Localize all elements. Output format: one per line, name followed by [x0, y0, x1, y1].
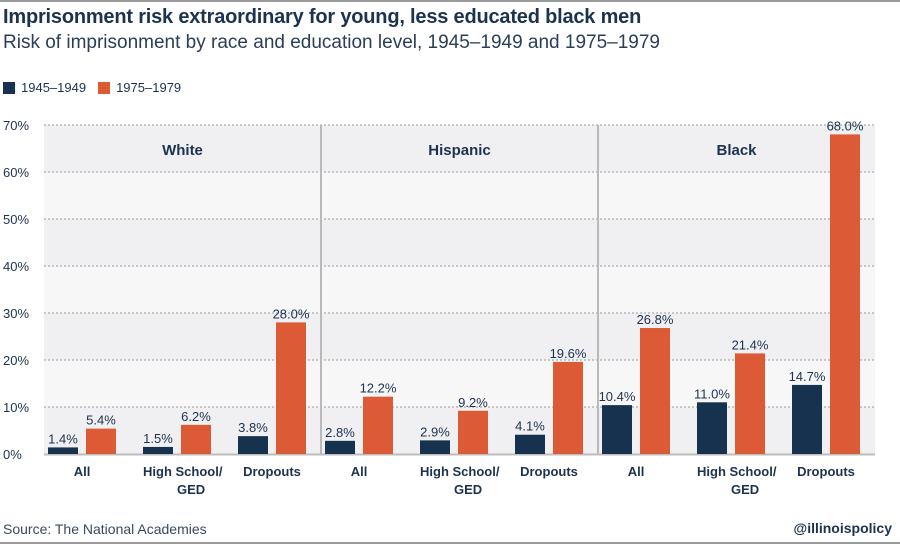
y-tick-label: 70%: [3, 118, 29, 133]
data-label: 3.8%: [238, 420, 268, 435]
plot-band: [44, 219, 875, 266]
y-tick-label: 0%: [3, 447, 22, 462]
plot-band: [44, 172, 875, 219]
bar-black-2-1975: [830, 134, 860, 454]
y-tick-label: 40%: [3, 259, 29, 274]
data-label: 2.8%: [325, 425, 355, 440]
source-note: Source: The National Academies: [3, 521, 207, 537]
legend: 1945–1949 1975–1979: [3, 80, 193, 95]
data-label: 6.2%: [181, 409, 211, 424]
bar-white-1-1945: [143, 446, 173, 454]
y-tick-label: 60%: [3, 165, 29, 180]
data-label: 14.7%: [789, 369, 826, 384]
bar-white-0-1945: [48, 447, 78, 454]
bar-black-0-1975: [640, 328, 670, 454]
bar-hispanic-1-1975: [458, 410, 488, 454]
bar-white-2-1975: [276, 322, 306, 454]
x-category-label: GED: [731, 482, 759, 497]
data-label: 68.0%: [827, 118, 864, 133]
x-category-label: Dropouts: [520, 464, 578, 479]
x-category-label: GED: [454, 482, 482, 497]
chart-title: Imprisonment risk extraordinary for youn…: [3, 6, 642, 28]
x-category-label: High School/: [697, 464, 777, 479]
data-label: 21.4%: [732, 337, 769, 352]
bar-white-0-1975: [86, 428, 116, 454]
y-tick-label: 30%: [3, 306, 29, 321]
bar-black-1-1945: [697, 402, 727, 454]
legend-label-1975: 1975–1979: [116, 80, 182, 95]
bar-black-2-1945: [792, 384, 822, 454]
panel-title-white: White: [162, 142, 203, 159]
x-category-label: Dropouts: [797, 464, 855, 479]
x-category-label: All: [351, 464, 368, 479]
data-label: 1.4%: [48, 431, 78, 446]
x-category-label: Dropouts: [243, 464, 301, 479]
y-tick-label: 50%: [3, 212, 29, 227]
x-category-label: High School/: [420, 464, 500, 479]
y-tick-label: 20%: [3, 353, 29, 368]
chart-subtitle: Risk of imprisonment by race and educati…: [3, 32, 661, 53]
legend-swatch-1945: [3, 81, 15, 94]
data-label: 4.1%: [515, 419, 545, 434]
bar-hispanic-2-1945: [515, 434, 545, 454]
data-label: 9.2%: [458, 395, 488, 410]
bar-black-0-1945: [602, 405, 632, 454]
plot-band: [44, 125, 875, 172]
data-label: 5.4%: [86, 413, 116, 428]
x-category-label: GED: [177, 482, 205, 497]
data-label: 1.5%: [143, 431, 173, 446]
bar-white-1-1975: [181, 424, 211, 454]
panel-title-black: Black: [716, 142, 757, 159]
plot-band: [44, 313, 875, 360]
data-label: 10.4%: [599, 389, 636, 404]
bar-hispanic-0-1975: [363, 396, 393, 454]
data-label: 28.0%: [273, 306, 310, 321]
bar-hispanic-0-1945: [325, 440, 355, 454]
top-rule: [0, 0, 900, 2]
social-handle: @illinoispolicy: [793, 520, 892, 536]
plot-band: [44, 266, 875, 313]
panel-title-hispanic: Hispanic: [428, 142, 491, 159]
legend-item-1975: 1975–1979: [98, 80, 181, 95]
data-label: 2.9%: [420, 424, 450, 439]
bar-black-1-1975: [735, 353, 765, 454]
data-label: 19.6%: [550, 346, 587, 361]
legend-swatch-1975: [98, 81, 111, 94]
legend-label-1945: 1945–1949: [21, 80, 87, 95]
data-label: 26.8%: [637, 312, 674, 327]
x-category-label: All: [74, 464, 91, 479]
data-label: 12.2%: [360, 381, 397, 396]
legend-item-1945: 1945–1949: [3, 80, 86, 95]
bar-hispanic-1-1945: [420, 440, 450, 454]
bar-white-2-1945: [238, 436, 268, 454]
bottom-rule: [0, 542, 900, 544]
data-label: 11.0%: [694, 386, 730, 401]
bar-hispanic-2-1975: [553, 361, 583, 454]
y-tick-label: 10%: [3, 400, 29, 415]
x-category-label: All: [628, 464, 645, 479]
x-category-label: High School/: [143, 464, 223, 479]
